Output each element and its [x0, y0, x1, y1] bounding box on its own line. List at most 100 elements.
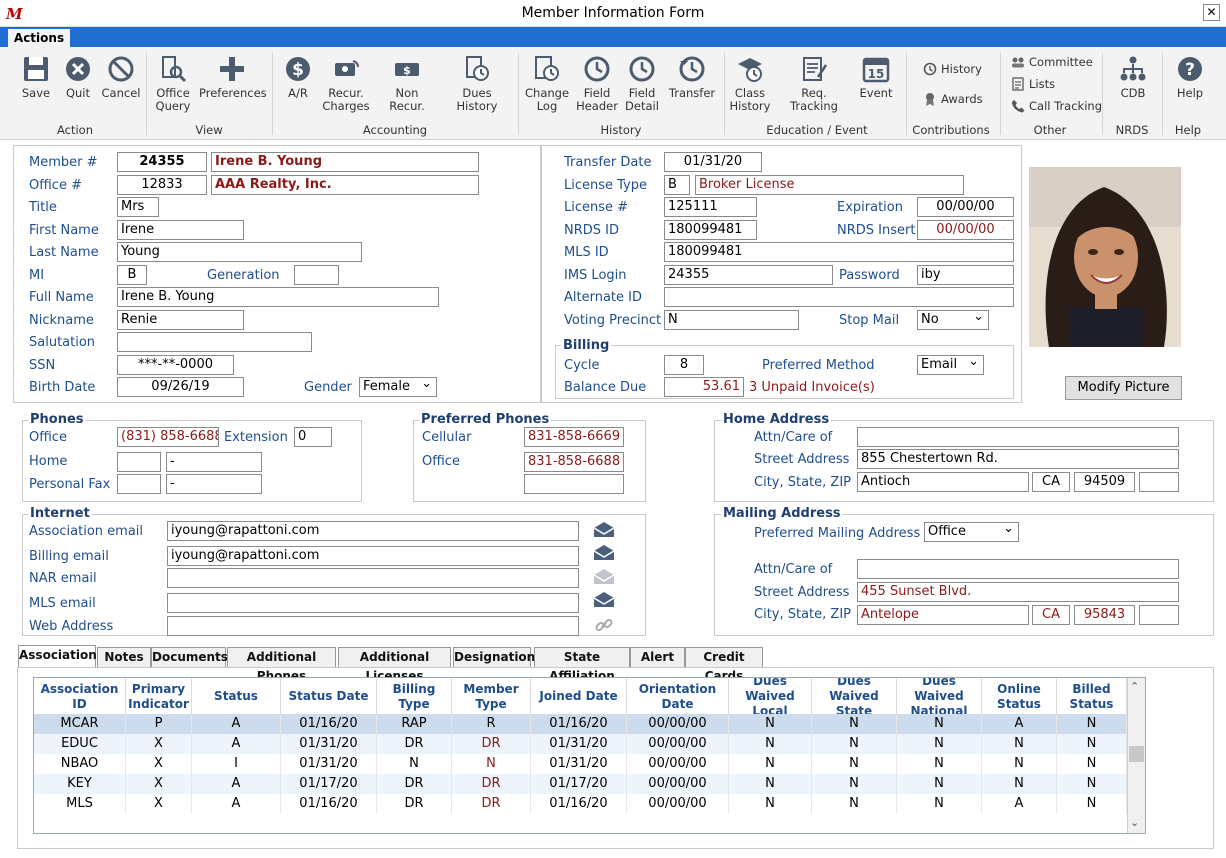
column-header[interactable]: Billed Status: [1057, 678, 1127, 715]
mls-id-field[interactable]: 180099481: [664, 242, 1014, 262]
scroll-down-icon[interactable]: ⌄: [1130, 816, 1140, 829]
field-header-button[interactable]: Field Header: [574, 55, 620, 113]
phones-office-field[interactable]: (831) 858-6688: [117, 427, 219, 447]
call-tracking-button[interactable]: Call Tracking: [1011, 99, 1102, 113]
table-row[interactable]: MLS X A 01/16/20 DR DR 01/16/20 00/00/00 N N N A N: [34, 794, 1127, 814]
column-header[interactable]: Joined Date: [531, 678, 627, 715]
generation-field[interactable]: [294, 265, 339, 285]
license-type-name-field[interactable]: Broker License: [695, 175, 964, 195]
member-name-field[interactable]: Irene B. Young: [211, 152, 479, 172]
cdb-button[interactable]: CDB: [1117, 55, 1149, 100]
voting-precinct-field[interactable]: N: [664, 310, 799, 330]
mi-field[interactable]: B: [117, 265, 147, 285]
gender-select[interactable]: Female: [359, 377, 437, 397]
preferred-method-select[interactable]: Email: [917, 355, 984, 375]
column-header[interactable]: Primary Indicator: [126, 678, 192, 715]
license-no-field[interactable]: 125111: [664, 197, 757, 217]
column-header[interactable]: Association ID: [34, 678, 126, 715]
license-type-code-field[interactable]: B: [664, 175, 690, 195]
nrds-insert-field[interactable]: 00/00/00: [917, 220, 1014, 240]
home-street-field[interactable]: 855 Chestertown Rd.: [857, 449, 1179, 469]
column-header[interactable]: Orientation Date: [627, 678, 729, 715]
office-name-field[interactable]: AAA Realty, Inc.: [211, 175, 479, 195]
modify-picture-button[interactable]: Modify Picture: [1065, 376, 1182, 400]
column-header[interactable]: Status Date: [281, 678, 377, 715]
tab-associations[interactable]: Associations: [18, 645, 104, 668]
password-field[interactable]: iby: [917, 265, 1014, 285]
unpaid-invoices-link[interactable]: 3 Unpaid Invoice(s): [749, 380, 875, 395]
history-small-button[interactable]: History: [923, 62, 982, 76]
table-row[interactable]: EDUC X A 01/31/20 DR DR 01/31/20 00/00/00 N N N N N: [34, 734, 1127, 754]
tab-designations[interactable]: Designations: [453, 647, 542, 667]
plus-button[interactable]: Preferences: [199, 55, 267, 100]
extension-field[interactable]: 0: [294, 427, 332, 447]
cancel-button[interactable]: Cancel: [100, 55, 142, 100]
birth-date-field[interactable]: 09/26/19: [117, 377, 244, 397]
ssn-field[interactable]: ***-**-0000: [117, 355, 234, 375]
home-phone-field[interactable]: -: [166, 452, 262, 472]
member-no-field[interactable]: 24355: [117, 152, 207, 172]
send-billing-email-icon[interactable]: [593, 545, 615, 561]
nickname-field[interactable]: Renie: [117, 310, 244, 330]
tab-documents[interactable]: Documents: [151, 647, 228, 667]
full-name-field[interactable]: Irene B. Young: [117, 287, 439, 307]
column-header[interactable]: Billing Type: [377, 678, 452, 715]
title-field[interactable]: Mrs: [117, 197, 159, 217]
nrds-id-field[interactable]: 180099481: [664, 220, 757, 240]
transfer-date-field[interactable]: 01/31/20: [664, 152, 762, 172]
alternate-id-field[interactable]: [664, 287, 1014, 307]
column-header[interactable]: Dues Waived Local: [729, 678, 812, 718]
cellular-field[interactable]: 831-858-6669: [524, 427, 624, 447]
tab-additional-licenses[interactable]: Additional Licenses: [338, 647, 451, 683]
fax-phone-field[interactable]: -: [166, 474, 262, 494]
mls-email-field[interactable]: [167, 593, 579, 613]
tab-alert[interactable]: Alert: [630, 647, 685, 667]
class-history-button[interactable]: Class History: [728, 55, 772, 113]
billing-email-field[interactable]: iyoung@rapattoni.com: [167, 546, 579, 566]
home-area-field[interactable]: [117, 452, 161, 472]
office-query-button[interactable]: Office Query: [152, 55, 194, 113]
preferred-mailing-select[interactable]: Office: [924, 522, 1019, 542]
send-mls-email-icon[interactable]: [593, 592, 615, 608]
tab-notes[interactable]: Notes: [97, 647, 151, 667]
pref-office-field[interactable]: 831-858-6688: [524, 452, 624, 472]
mailing-zip4-field[interactable]: [1139, 605, 1179, 625]
cycle-field[interactable]: 8: [664, 355, 704, 375]
home-attn-field[interactable]: [857, 427, 1179, 447]
mailing-zip-field[interactable]: 95843: [1074, 605, 1135, 625]
first-name-field[interactable]: Irene: [117, 220, 244, 240]
mailing-street-field[interactable]: 455 Sunset Blvd.: [857, 582, 1179, 602]
tab-state-affiliation[interactable]: State Affiliation: [534, 647, 630, 683]
office-no-field[interactable]: 12833: [117, 175, 207, 195]
last-name-field[interactable]: Young: [117, 242, 362, 262]
mailing-attn-field[interactable]: [857, 559, 1179, 579]
ims-login-field[interactable]: 24355: [664, 265, 833, 285]
expiration-field[interactable]: 00/00/00: [917, 197, 1014, 217]
home-city-field[interactable]: Antioch: [857, 472, 1029, 492]
tab-credit-cards[interactable]: Credit Cards: [685, 647, 763, 683]
req-tracking-button[interactable]: Req. Tracking: [777, 55, 851, 113]
column-header[interactable]: Online Status: [982, 678, 1057, 715]
mailing-state-field[interactable]: CA: [1032, 605, 1070, 625]
field-detail-button[interactable]: Field Detail: [623, 55, 661, 113]
calendar-button[interactable]: 15 Event: [855, 55, 897, 100]
column-header[interactable]: Dues Waived State: [812, 678, 897, 718]
recurring-charges-button[interactable]: Recur. Charges: [322, 55, 370, 113]
save-button[interactable]: Save: [12, 55, 60, 100]
table-row[interactable]: NBAO X I 01/31/20 N N 01/31/20 00/00/00 N N N N N: [34, 754, 1127, 774]
tab-actions[interactable]: Actions: [8, 29, 70, 47]
send-association-email-icon[interactable]: [593, 522, 615, 538]
nar-email-field[interactable]: [167, 568, 579, 588]
change-log-button[interactable]: Change Log: [525, 55, 569, 113]
fax-area-field[interactable]: [117, 474, 161, 494]
quit-button[interactable]: Quit: [59, 55, 97, 100]
pref-extra-field[interactable]: [524, 474, 624, 494]
help-button[interactable]: ? Help: [1171, 55, 1209, 100]
web-link-icon[interactable]: [594, 615, 614, 635]
home-zip-field[interactable]: 94509: [1074, 472, 1135, 492]
salutation-field[interactable]: [117, 332, 312, 352]
dollar-button[interactable]: $ A/R: [282, 55, 314, 100]
home-zip4-field[interactable]: [1139, 472, 1179, 492]
balance-due-field[interactable]: 53.61: [664, 377, 744, 397]
column-header[interactable]: Member Type: [452, 678, 531, 715]
